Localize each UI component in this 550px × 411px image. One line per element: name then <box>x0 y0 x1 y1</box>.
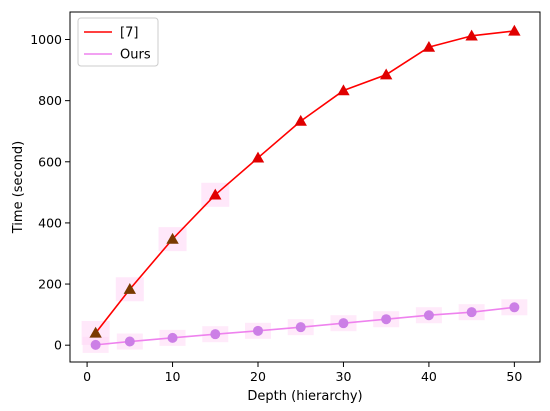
y-axis-label: Time (second) <box>11 141 26 234</box>
marker-7 <box>123 283 137 294</box>
legend-label-ours: Ours <box>120 48 151 63</box>
marker-7 <box>209 188 222 200</box>
marker-ours <box>90 339 101 350</box>
marker-ours <box>295 322 306 333</box>
y-tick-label: 1000 <box>30 32 62 47</box>
series-layer <box>95 30 515 346</box>
marker-7 <box>422 40 436 52</box>
marker-7 <box>379 68 393 80</box>
marker-7 <box>508 24 521 36</box>
marker-ours <box>381 314 392 325</box>
marker-7 <box>465 29 478 41</box>
y-tick-label: 200 <box>38 277 62 292</box>
legend: [7] Ours <box>77 17 159 67</box>
marker-ours <box>466 307 477 318</box>
marker-7 <box>294 114 307 126</box>
x-tick-label: 0 <box>83 369 91 384</box>
x-tick-label: 30 <box>336 369 352 384</box>
y-tick-label: 600 <box>38 154 62 169</box>
marker-layer <box>89 24 521 350</box>
x-tick-label: 20 <box>250 369 266 384</box>
y-tick-label: 800 <box>38 93 62 108</box>
marker-ours <box>338 318 349 329</box>
x-tick-label: 40 <box>421 369 437 384</box>
y-tick-label: 0 <box>54 338 62 353</box>
marker-ours <box>423 310 434 321</box>
marker-ours <box>167 332 178 343</box>
x-axis-label: Depth (hierarchy) <box>247 389 362 404</box>
marker-7 <box>337 84 350 96</box>
marker-7 <box>89 326 102 338</box>
marker-7 <box>166 232 179 244</box>
y-tick-label: 400 <box>38 215 62 230</box>
marker-ours <box>253 325 263 336</box>
series-line-0 <box>95 30 515 334</box>
marker-ours <box>124 336 135 347</box>
marker-ours <box>210 329 221 340</box>
x-tick-label: 10 <box>165 369 181 384</box>
marker-ours <box>509 302 520 313</box>
legend-label-7: [7] <box>120 26 138 41</box>
marker-7 <box>251 151 265 163</box>
x-tick-label: 50 <box>506 369 522 384</box>
plot-frame <box>69 11 541 363</box>
x-axis-ticks: 0 10 20 30 40 50 <box>83 362 522 384</box>
y-axis-ticks: 0 200 400 600 800 1000 <box>30 32 70 353</box>
